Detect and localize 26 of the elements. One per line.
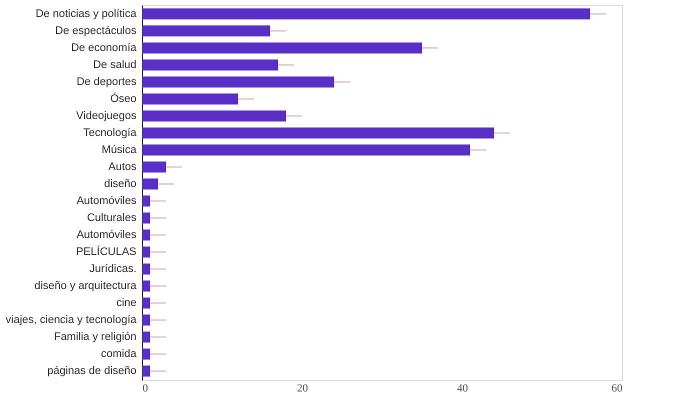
y-tick-label: Óseo: [110, 92, 136, 105]
y-tick-label: diseño y arquitectura: [34, 280, 138, 292]
y-tick-label: De deportes: [76, 76, 137, 88]
y-tick-label: De noticias y política: [36, 8, 138, 20]
y-tick-label: De economía: [71, 42, 138, 54]
x-tick-label: 20: [297, 382, 308, 394]
y-tick-label: De espectáculos: [55, 24, 137, 37]
y-tick-label: De salud: [93, 58, 136, 71]
y-tick-label: Automóviles: [76, 229, 137, 242]
x-tick-label: 0: [142, 382, 148, 394]
y-tick-label: PELÍCULAS: [76, 245, 136, 258]
x-tick-label: 40: [457, 382, 468, 394]
y-tick-label: diseño: [104, 178, 136, 190]
y-tick-label: Jurídicas.: [89, 263, 136, 276]
y-tick-label: Culturales: [86, 212, 137, 224]
x-tick-label: 60: [612, 382, 623, 394]
y-tick-label: Tecnología: [83, 126, 138, 139]
y-tick-label: Autos: [108, 160, 137, 173]
y-tick-label: Videojuegos: [76, 110, 137, 122]
y-tick-label: viajes, ciencia y tecnología: [6, 314, 138, 326]
y-tick-label: páginas de diseño: [47, 365, 136, 378]
y-tick-label: Música: [102, 144, 138, 156]
y-tick-label: Familia y religión: [54, 331, 136, 344]
y-tick-label: comida: [101, 348, 138, 360]
y-tick-label: cine: [116, 297, 136, 310]
y-tick-label: Automóviles: [76, 195, 137, 208]
